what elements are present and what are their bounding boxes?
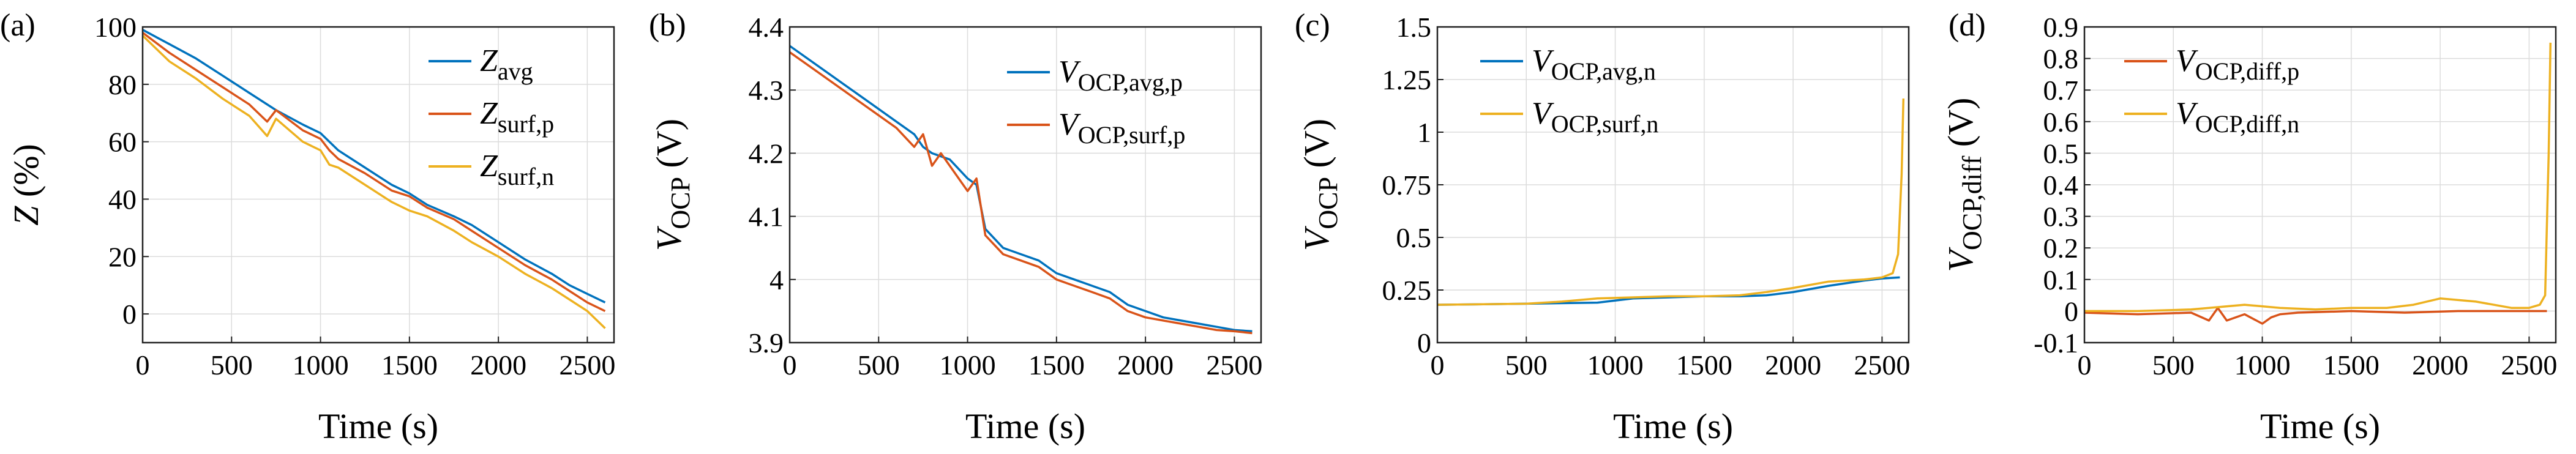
legend-label: VOCP,diff,n xyxy=(2176,96,2299,138)
x-tick-label: 2000 xyxy=(470,349,526,381)
x-tick-label: 1500 xyxy=(1676,349,1732,381)
y-tick-label: 0.3 xyxy=(2043,201,2079,233)
panel-a: 0 500 1000 1500 2000 2500 0 20 40 60 80 100 (a) Time … xyxy=(0,8,615,446)
y-tick-label: 1.25 xyxy=(1382,64,1432,95)
y-tick-label: 40 xyxy=(108,184,137,215)
legend-label: VOCP,surf,p xyxy=(1058,107,1185,149)
y-tick-label: 80 xyxy=(108,69,137,100)
y-tick-label: 0.25 xyxy=(1382,275,1432,306)
x-tick-label: 1000 xyxy=(293,349,349,381)
x-tick-label: 1500 xyxy=(381,349,438,381)
y-tick-label: 100 xyxy=(94,12,137,43)
y-tick-label: 20 xyxy=(108,241,137,272)
series-line-3 xyxy=(141,34,606,329)
y-tick-label: 0.6 xyxy=(2043,106,2079,138)
x-axis-label: Time (s) xyxy=(318,406,438,446)
legend: VOCP,avg,p VOCP,surf,p xyxy=(1007,54,1185,149)
legend-label: Zsurf,p xyxy=(480,96,554,138)
x-tick-label: 1000 xyxy=(1587,349,1644,381)
x-tick-label: 2000 xyxy=(1117,349,1174,381)
x-tick-label: 0 xyxy=(2078,349,2092,381)
y-tick-label: 4.3 xyxy=(749,75,784,106)
panel-c: 0 500 1000 1500 2000 2500 0 0.25 0.5 0.75 1 1.25 1.5… xyxy=(1295,8,1910,446)
y-tick-label: 4.1 xyxy=(749,201,784,233)
x-tick-label: 1500 xyxy=(1028,349,1085,381)
x-tick-label: 1000 xyxy=(2234,349,2291,381)
x-tick-label: 0 xyxy=(1431,349,1445,381)
y-tick-label: 0.4 xyxy=(2043,169,2079,201)
legend-label: Zsurf,n xyxy=(480,149,554,190)
y-tick-label: 0.8 xyxy=(2043,43,2079,75)
series-line-2 xyxy=(788,51,1252,335)
series-line-1 xyxy=(142,29,606,303)
legend-label: VOCP,avg,p xyxy=(1058,54,1183,96)
y-tick-label: 4.4 xyxy=(749,12,784,43)
y-tick-label: 0.2 xyxy=(2043,233,2079,264)
x-tick-label: 2000 xyxy=(1765,349,1821,381)
legend: VOCP,avg,n VOCP,surf,n xyxy=(1480,43,1658,138)
x-axis-label: Time (s) xyxy=(965,406,1085,446)
x-tick-label: 2500 xyxy=(2501,349,2557,381)
y-tick-label: 3.9 xyxy=(749,327,784,359)
axes-box xyxy=(2083,26,2557,344)
y-tick-label: 0.1 xyxy=(2043,264,2079,296)
y-tick-label: 0 xyxy=(1417,327,1431,359)
legend-label: VOCP,surf,n xyxy=(1532,96,1658,138)
x-tick-label: 500 xyxy=(1505,349,1548,381)
x-axis-label: Time (s) xyxy=(2260,406,2380,446)
series-line-2 xyxy=(2084,42,2552,313)
x-tick-label: 2000 xyxy=(2412,349,2468,381)
x-tick-label: 2500 xyxy=(1854,349,1910,381)
y-tick-label: 60 xyxy=(108,127,137,158)
panel-label: (a) xyxy=(0,8,36,43)
y-tick-label: 4 xyxy=(769,264,784,296)
x-tick-label: 2500 xyxy=(559,349,615,381)
x-tick-label: 1000 xyxy=(940,349,996,381)
y-tick-label: 1 xyxy=(1417,117,1431,148)
y-tick-label: 0 xyxy=(2064,296,2078,327)
y-tick-label: 1.5 xyxy=(1396,12,1432,43)
x-tick-label: 1500 xyxy=(2323,349,2379,381)
panel-label: (c) xyxy=(1295,8,1330,43)
x-tick-label: 0 xyxy=(783,349,797,381)
axes-box xyxy=(1436,26,1910,344)
x-tick-label: 500 xyxy=(2152,349,2195,381)
y-axis-label: VOCP,diff (V) xyxy=(1941,98,1987,272)
series-line-2 xyxy=(141,32,606,312)
y-axis-label: VOCP (V) xyxy=(1297,119,1343,251)
legend-label: Zavg xyxy=(480,43,533,85)
y-tick-label: 0 xyxy=(122,299,137,330)
y-tick-label: 0.7 xyxy=(2043,75,2079,106)
x-tick-label: 500 xyxy=(211,349,253,381)
series-line-2 xyxy=(1437,98,1905,306)
legend: Zavg Zsurf,p Zsurf,n xyxy=(429,43,554,190)
legend: VOCP,diff,p VOCP,diff,n xyxy=(2124,43,2299,138)
panel-label: (b) xyxy=(649,8,686,43)
series-line-1 xyxy=(788,45,1252,333)
panel-label: (d) xyxy=(1949,8,1986,43)
legend-label: VOCP,avg,n xyxy=(1532,43,1656,85)
panel-d: 0 500 1000 1500 2000 2500-0.100.10.20.30.40.5… xyxy=(1941,8,2557,446)
y-tick-label: 0.5 xyxy=(1396,222,1432,253)
axes-box xyxy=(788,26,1262,344)
y-tick-label: 0.5 xyxy=(2043,138,2079,169)
y-tick-label: 0.9 xyxy=(2043,12,2079,43)
axes-box xyxy=(141,26,615,344)
x-tick-label: 0 xyxy=(136,349,150,381)
x-axis-label: Time (s) xyxy=(1613,406,1733,446)
legend-label: VOCP,diff,p xyxy=(2176,43,2299,85)
y-axis-label: Z (%) xyxy=(6,144,46,226)
x-tick-label: 2500 xyxy=(1206,349,1262,381)
y-tick-label: 0.75 xyxy=(1382,169,1432,201)
y-tick-label: 4.2 xyxy=(749,138,784,169)
y-tick-label: -0.1 xyxy=(2034,327,2078,359)
panel-b: 0 500 1000 1500 2000 2500 3.9 4 4.1 4.2 4.3 4.4 (b) T… xyxy=(649,8,1262,446)
x-tick-label: 500 xyxy=(858,349,900,381)
y-axis-label: VOCP (V) xyxy=(649,119,695,251)
series-line-1 xyxy=(2084,307,2547,325)
